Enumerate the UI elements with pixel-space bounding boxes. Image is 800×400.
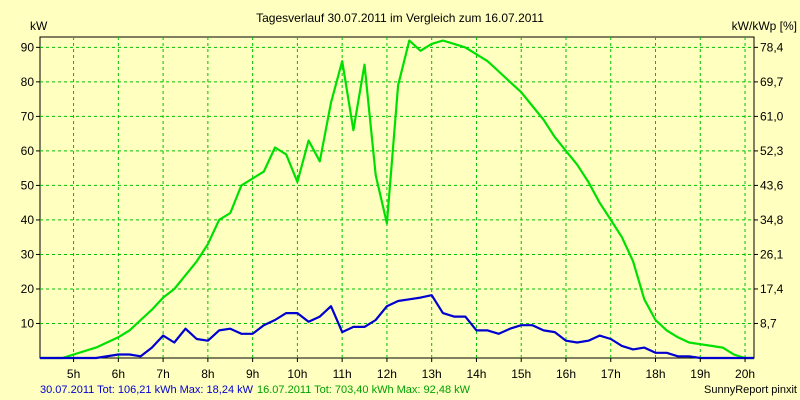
footer-credit: SunnyReport pinxit (704, 384, 797, 396)
grid (40, 37, 754, 358)
y-tick-label: 80 (21, 75, 35, 89)
x-tick-label: 14h (466, 367, 486, 381)
y-tick-label: 60 (21, 144, 35, 158)
x-tick-label: 13h (422, 367, 442, 381)
y2-ticks: 8,7 17,4 26,1 34,8 43,6 52,3 61,0 69,7 78,4 (754, 40, 784, 330)
y-ticks: 10 20 30 40 50 60 70 80 90 (21, 40, 40, 330)
x-tick-label: 5h (67, 367, 80, 381)
series-group (40, 39, 754, 360)
footer-summary-16-07: 16.07.2011 Tot: 703,40 kWh Max: 92,48 kW (257, 384, 471, 396)
x-tick-label: 17h (601, 367, 621, 381)
y-tick-label: 20 (21, 282, 35, 296)
y-tick-label: 50 (21, 178, 35, 192)
y2-tick-label: 17,4 (760, 282, 784, 296)
y-tick-label: 10 (21, 316, 35, 330)
y-tick-label: 40 (21, 213, 35, 227)
y2-tick-label: 43,6 (760, 178, 784, 192)
x-tick-label: 8h (201, 367, 214, 381)
y2-tick-label: 34,8 (760, 213, 784, 227)
y-axis-label: kW (30, 19, 48, 33)
y2-tick-label: 52,3 (760, 144, 784, 158)
y-tick-label: 30 (21, 247, 35, 261)
x-tick-label: 15h (511, 367, 531, 381)
y-tick-label: 90 (21, 40, 35, 54)
footer-summary-30-07: 30.07.2011 Tot: 106,21 kWh Max: 18,24 kW (40, 384, 254, 396)
series-line-16-07-2011 (40, 39, 754, 360)
footer-summary: 30.07.2011 Tot: 106,21 kWh Max: 18,24 kW… (40, 384, 471, 396)
x-tick-label: 9h (246, 367, 259, 381)
x-tick-label: 12h (377, 367, 397, 381)
chart-title: Tagesverlauf 30.07.2011 im Vergleich zum… (256, 11, 544, 25)
x-tick-label: 20h (735, 367, 755, 381)
y2-axis-label: kW/kWp [%] (732, 19, 797, 33)
x-tick-label: 11h (333, 367, 352, 381)
x-tick-label: 19h (690, 367, 710, 381)
x-tick-label: 16h (556, 367, 576, 381)
y2-tick-label: 26,1 (760, 247, 784, 261)
y2-tick-label: 8,7 (760, 316, 777, 330)
x-tick-label: 18h (646, 367, 666, 381)
x-tick-label: 6h (112, 367, 125, 381)
y2-tick-label: 69,7 (760, 75, 784, 89)
series-line-30-07-2011 (40, 294, 754, 360)
plot-area (39, 36, 755, 359)
x-tick-label: 7h (156, 367, 169, 381)
y-tick-label: 70 (21, 109, 35, 123)
x-ticks: 5h 6h 7h 8h 9h 10h 11h 12h 13h 14h 15h 16h 17h 18h 19h… (67, 358, 755, 381)
y2-tick-label: 78,4 (760, 40, 784, 54)
x-tick-label: 10h (287, 367, 307, 381)
y2-tick-label: 61,0 (760, 109, 784, 123)
